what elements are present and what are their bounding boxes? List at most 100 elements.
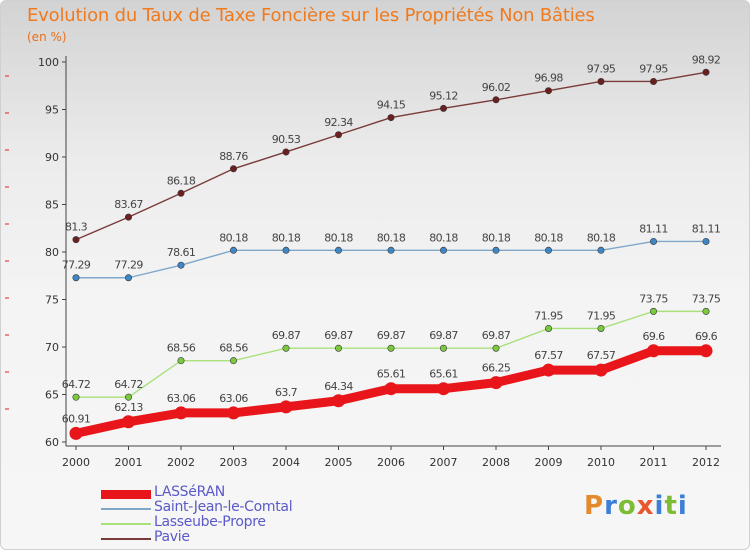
data-label: 80.18 — [324, 231, 353, 244]
x-tick-label: 2003 — [220, 456, 248, 469]
legend-swatch — [101, 538, 151, 540]
data-point — [72, 236, 80, 244]
x-tick-label: 2007 — [430, 456, 458, 469]
data-label: 90.53 — [272, 133, 301, 146]
data-point — [69, 426, 83, 440]
logo-letter: i — [654, 491, 665, 521]
data-label: 97.95 — [639, 62, 668, 75]
x-tick-label: 2012 — [692, 456, 720, 469]
data-label: 69.87 — [482, 329, 511, 342]
data-label: 94.15 — [377, 99, 406, 112]
data-label: 80.18 — [377, 231, 406, 244]
data-point — [702, 237, 710, 245]
data-point — [492, 246, 500, 254]
series-pavie: 81.3 83.67 86.18 88.76 90.53 92.34 94.15 95.12 9… — [65, 53, 721, 244]
data-point — [439, 246, 447, 254]
data-label: 69.87 — [272, 329, 301, 342]
logo-letter: x — [636, 491, 655, 521]
x-tick-label: 2004 — [272, 456, 300, 469]
data-label: 80.18 — [482, 231, 511, 244]
data-label: 67.57 — [587, 349, 616, 362]
data-label: 65.61 — [429, 368, 458, 381]
y-tick-label: 70 — [45, 341, 59, 354]
data-label: 71.95 — [587, 309, 616, 322]
data-point — [647, 344, 660, 358]
data-label: 81.11 — [639, 222, 668, 235]
data-label: 96.98 — [534, 72, 563, 85]
data-label: 65.61 — [377, 368, 406, 381]
data-label: 68.56 — [167, 342, 196, 355]
y-tick-label: 85 — [45, 199, 59, 212]
data-point — [649, 77, 657, 85]
x-tick-label: 2001 — [115, 456, 143, 469]
data-point — [177, 357, 185, 365]
series-lasseube-propre: 64.72 64.72 68.56 68.56 69.87 69.87 69.87 69.87… — [62, 292, 721, 401]
data-point — [649, 237, 657, 245]
data-point — [230, 357, 238, 365]
logo-letter: r — [604, 491, 618, 521]
x-tick-label: 2006 — [377, 456, 405, 469]
series-lass-ran: 60.91 62.13 63.06 63.06 63.7 64.34 65.61 65.61 6… — [62, 330, 718, 440]
data-label: 80.18 — [219, 231, 248, 244]
data-label: 73.75 — [692, 292, 721, 305]
data-point — [282, 246, 290, 254]
data-point — [492, 96, 500, 104]
data-label: 62.13 — [114, 401, 143, 414]
y-tick-label: 90 — [45, 151, 59, 164]
data-point — [439, 104, 447, 112]
data-label: 97.95 — [587, 62, 616, 75]
data-label: 63.06 — [167, 392, 196, 405]
data-label: 96.02 — [482, 81, 511, 94]
data-point — [227, 406, 240, 420]
data-point — [492, 344, 500, 352]
data-point — [387, 114, 395, 122]
legend-swatch — [101, 489, 151, 499]
series-line — [75, 71, 707, 241]
data-point — [489, 376, 503, 390]
data-point — [334, 131, 342, 139]
data-label: 78.61 — [167, 246, 196, 259]
data-point — [597, 77, 605, 85]
logo-letter: t — [664, 491, 678, 521]
data-label: 63.7 — [275, 386, 298, 399]
chart-title: Evolution du Taux de Taxe Foncière sur l… — [27, 5, 595, 26]
data-label: 67.57 — [534, 349, 563, 362]
data-point — [125, 274, 133, 282]
data-point — [387, 344, 395, 352]
data-label: 80.18 — [587, 231, 616, 244]
x-tick-label: 2000 — [62, 456, 90, 469]
legend-label: LASSéRAN — [154, 484, 225, 500]
data-label: 69.6 — [642, 330, 665, 343]
data-point — [125, 213, 133, 221]
data-label: 80.18 — [534, 231, 563, 244]
series-saint-jean-le-comtal: 77.29 77.29 78.61 80.18 80.18 80.18 80.18 80.18… — [62, 222, 721, 282]
data-label: 69.6 — [695, 330, 718, 343]
data-point — [230, 165, 238, 173]
data-label: 73.75 — [639, 292, 668, 305]
data-label: 80.18 — [429, 231, 458, 244]
y-tick-label: 80 — [45, 246, 59, 259]
legend-swatch — [101, 523, 151, 525]
data-label: 63.06 — [219, 392, 248, 405]
data-label: 64.72 — [62, 378, 91, 391]
data-point — [282, 148, 290, 156]
data-label: 80.18 — [272, 231, 301, 244]
legend-label: Lasseube-Propre — [154, 514, 266, 530]
data-point — [72, 274, 80, 282]
legend-label: Pavie — [154, 529, 190, 545]
data-point — [72, 393, 80, 401]
data-label: 60.91 — [62, 412, 91, 425]
data-label: 69.87 — [429, 329, 458, 342]
data-point — [437, 382, 450, 396]
data-point — [174, 406, 188, 420]
data-label: 66.25 — [482, 362, 511, 375]
legend-label: Saint-Jean-le-Comtal — [154, 499, 293, 515]
data-label: 88.76 — [219, 150, 248, 163]
data-label: 86.18 — [167, 174, 196, 187]
y-tick-label: 65 — [45, 389, 59, 402]
data-point — [699, 344, 713, 358]
data-label: 68.56 — [219, 342, 248, 355]
data-point — [387, 246, 395, 254]
